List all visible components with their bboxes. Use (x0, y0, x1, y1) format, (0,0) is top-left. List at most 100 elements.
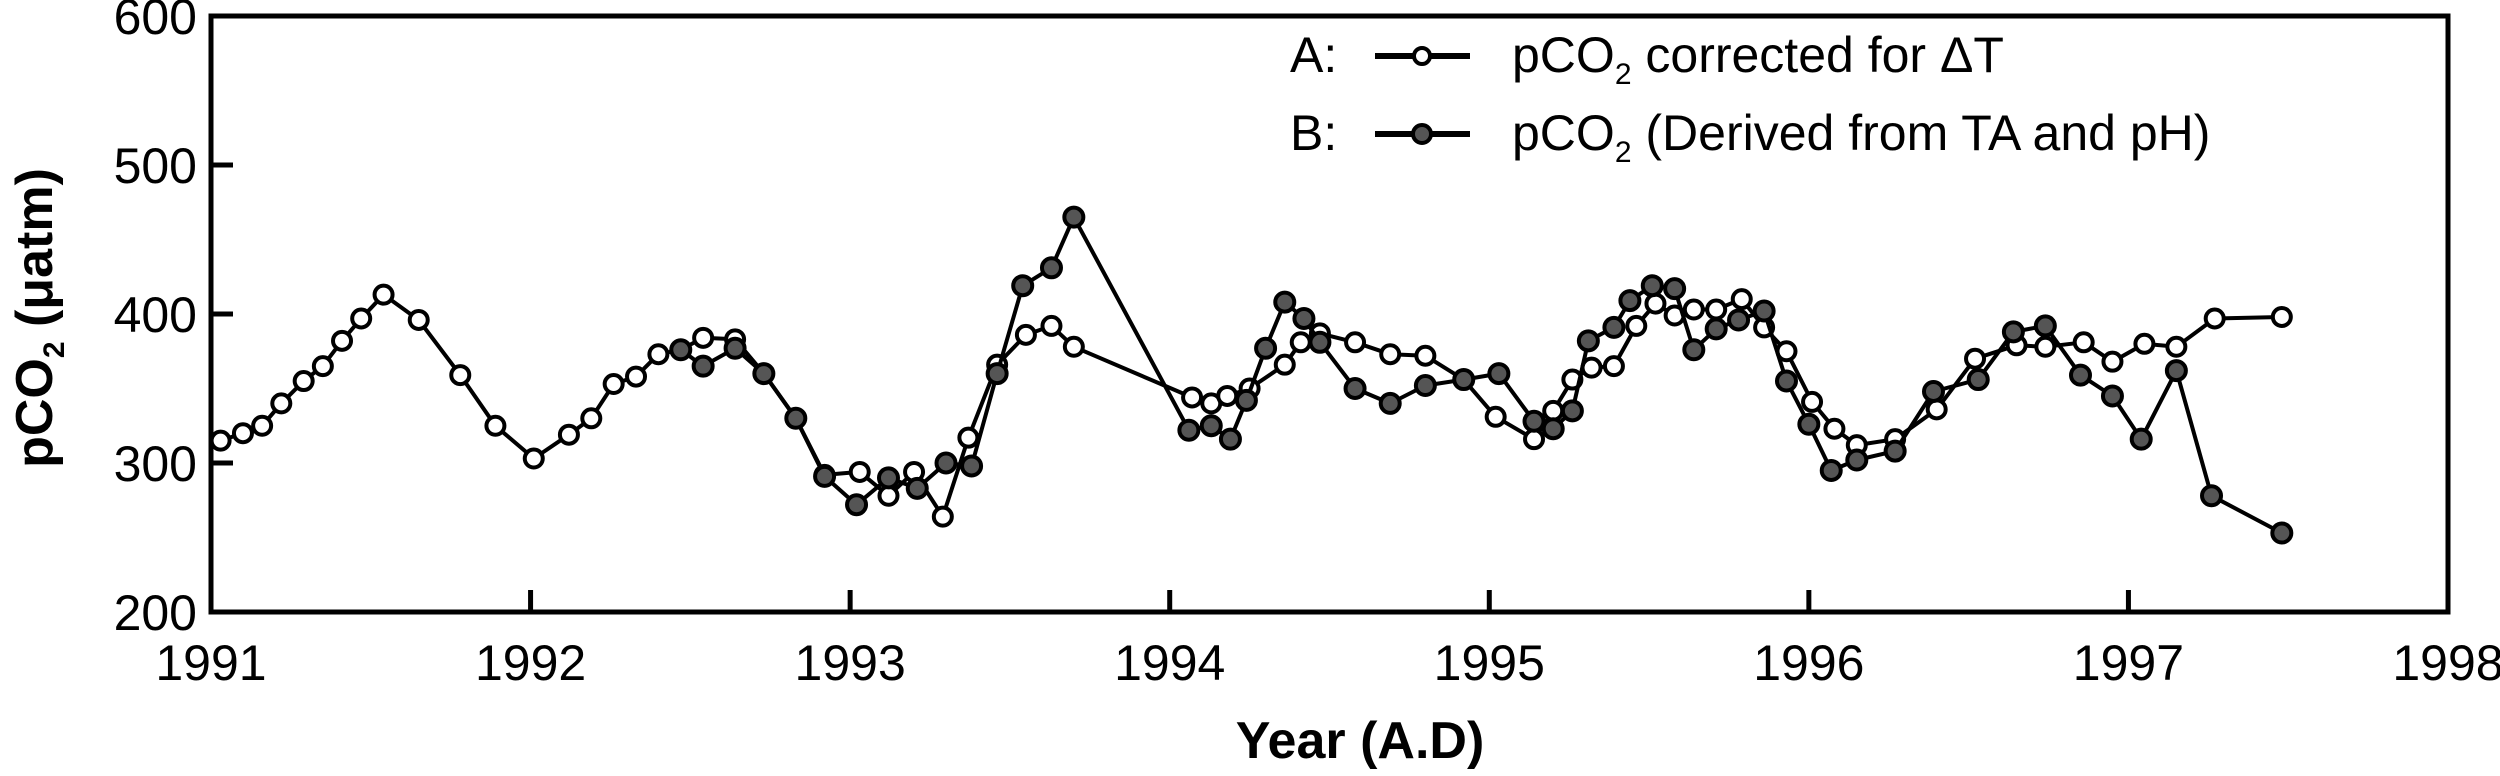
data-point (1644, 292, 1667, 315)
y-axis-title: pCO2 (μatm) (6, 168, 71, 468)
data-point (557, 423, 580, 446)
data-point (1308, 330, 1332, 354)
data-point (647, 343, 670, 366)
data-point (449, 364, 472, 387)
data-point (1379, 343, 1402, 366)
legend-item-a: A: pCO2 corrected for ΔT (1290, 27, 2004, 91)
data-point (1062, 335, 1085, 358)
legend-b-label: pCO2 (Derived from TA and pH) (1512, 105, 2210, 169)
legend-a-open-circle-icon (1412, 46, 1432, 66)
series-layer (209, 205, 2294, 545)
data-point (1414, 344, 1437, 367)
data-point (580, 407, 603, 430)
data-point (1234, 388, 1258, 412)
data-point (1801, 390, 1824, 413)
data-point (2034, 335, 2057, 358)
data-point (1560, 399, 1584, 423)
data-point (602, 373, 625, 396)
y-tick-label: 200 (114, 585, 197, 641)
x-tick-label: 1993 (795, 635, 906, 691)
data-point (669, 338, 693, 362)
data-point (1797, 412, 1821, 436)
data-point (1705, 298, 1728, 321)
data-point (1602, 355, 1625, 378)
data-point (1343, 377, 1367, 400)
data-point (1966, 368, 1990, 392)
data-point (2165, 335, 2188, 358)
data-point (2200, 484, 2224, 508)
data-point (1602, 315, 1626, 339)
data-point (1199, 414, 1223, 438)
data-point (1522, 409, 1546, 433)
data-point (1452, 368, 1476, 392)
data-point (1062, 205, 1086, 229)
x-tick-label: 1996 (1753, 635, 1864, 691)
data-point (522, 447, 545, 470)
y-tick-label: 500 (114, 138, 197, 194)
data-point (231, 422, 254, 445)
data-point (1618, 289, 1642, 313)
data-point (1289, 331, 1312, 354)
data-point (1883, 439, 1907, 463)
data-point (1014, 323, 1037, 346)
data-point (1964, 347, 1987, 370)
data-point (2033, 314, 2057, 338)
data-point (960, 454, 984, 478)
y-tick-label: 300 (114, 436, 197, 492)
data-point (1845, 448, 1869, 472)
data-point (1216, 384, 1239, 407)
y-tick-label: 600 (114, 0, 197, 45)
data-point (2129, 427, 2153, 451)
data-point (2100, 384, 2124, 408)
x-tick-label: 1995 (1434, 635, 1545, 691)
legend-b-filled-circle-icon (1411, 123, 1433, 145)
data-point (1576, 329, 1600, 353)
data-point (2164, 359, 2188, 383)
data-point (1704, 317, 1728, 341)
data-point (934, 451, 958, 475)
data-point (1730, 288, 1753, 311)
data-point (1181, 386, 1204, 409)
y-axis-ticks: 200 300 400 500 600 (114, 0, 233, 641)
data-point (1663, 277, 1687, 301)
data-point (2133, 332, 2156, 355)
data-point (1177, 418, 1201, 442)
data-point (2072, 331, 2095, 354)
y-tick-label: 400 (114, 287, 197, 343)
data-point (1218, 427, 1242, 451)
x-tick-label: 1998 (2392, 635, 2500, 691)
data-point (2068, 363, 2092, 387)
data-point (1625, 314, 1648, 337)
data-point (723, 336, 747, 360)
data-point (1542, 399, 1565, 422)
data-point (905, 476, 929, 500)
data-point (1727, 308, 1751, 332)
data-point (845, 493, 869, 517)
data-point (1344, 331, 1367, 354)
data-point (1752, 299, 1776, 323)
data-point (209, 429, 232, 452)
data-point (1523, 428, 1546, 451)
x-tick-label: 1992 (475, 635, 586, 691)
data-point (1823, 417, 1846, 440)
data-point (2270, 521, 2294, 545)
data-point (1039, 256, 1063, 280)
data-point (931, 505, 954, 528)
data-point (2203, 307, 2226, 330)
data-point (1484, 405, 1507, 428)
legend-a-prefix: A: (1290, 27, 1337, 83)
data-point (957, 426, 980, 449)
data-point (1640, 274, 1664, 298)
data-point (1011, 274, 1035, 298)
data-point (1040, 314, 1063, 337)
data-point (2001, 320, 2025, 344)
data-point (752, 362, 776, 386)
data-point (784, 406, 808, 430)
x-axis-ticks: 1991 1992 1993 1994 1995 1996 1997 1998 (155, 590, 2500, 691)
data-point (1925, 398, 1948, 421)
data-point (625, 365, 648, 388)
series-A (209, 283, 2293, 528)
data-point (2270, 305, 2293, 328)
